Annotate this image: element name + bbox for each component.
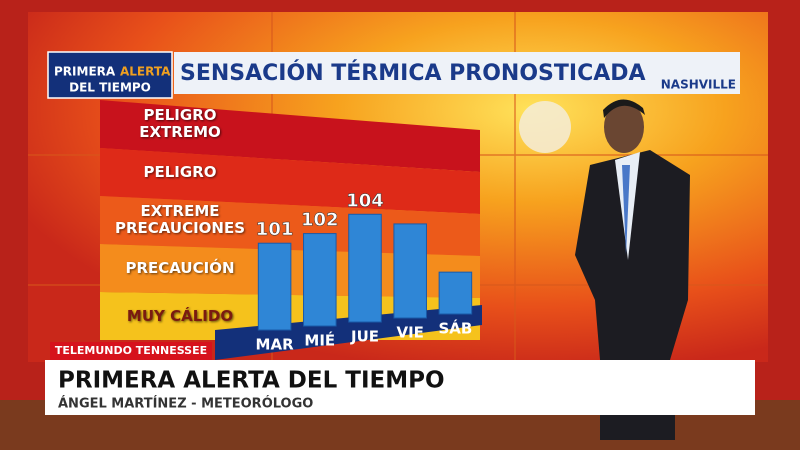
heat-band <box>100 148 480 214</box>
station-name: TELEMUNDO TENNESSEE <box>55 344 207 357</box>
logo-text: DEL TIEMPO <box>69 81 151 95</box>
x-tick-label: SÁB <box>438 319 472 338</box>
segment-subtitle: ÁNGEL MARTÍNEZ - METEORÓLOGO <box>58 396 313 412</box>
station-tab <box>50 342 212 360</box>
sun <box>519 101 571 153</box>
band-label: MUY CÁLIDO <box>126 306 234 325</box>
axis-base <box>215 305 482 360</box>
value-label: 102 <box>301 210 339 231</box>
x-tick-label: JUE <box>350 328 379 346</box>
x-tick-label: MIÉ <box>304 331 335 350</box>
logo-text: ALERTA <box>120 65 171 79</box>
chart-title: SENSACIÓN TÉRMICA PRONOSTICADA <box>180 60 646 86</box>
x-tick-label: MAR <box>256 336 295 354</box>
band-label: EXTREME PRECAUCIONES <box>114 202 246 237</box>
band-label: PELIGRO <box>143 162 217 181</box>
location: NASHVILLE <box>661 78 736 92</box>
title-bar <box>174 52 740 94</box>
band-label: PELIGRO EXTREMO <box>139 106 221 141</box>
segment-title: PRIMERA ALERTA DEL TIEMPO <box>58 368 445 394</box>
heat-band <box>100 196 480 256</box>
value-label: 101 <box>256 219 294 240</box>
logo-box <box>47 51 173 99</box>
chart: MAR 101 MIÉ 102 JUE 104 VIE SÁB <box>100 100 482 360</box>
band-label: PRECAUCIÓN <box>125 258 235 277</box>
logo-text: PRIMERA <box>54 65 116 79</box>
x-tick-label: VIE <box>396 324 423 342</box>
lower-third <box>45 360 755 415</box>
bar <box>257 242 292 331</box>
bar <box>348 213 382 323</box>
bar <box>393 223 427 319</box>
bar <box>303 233 337 327</box>
bar <box>438 271 473 315</box>
value-label: 104 <box>346 190 384 211</box>
